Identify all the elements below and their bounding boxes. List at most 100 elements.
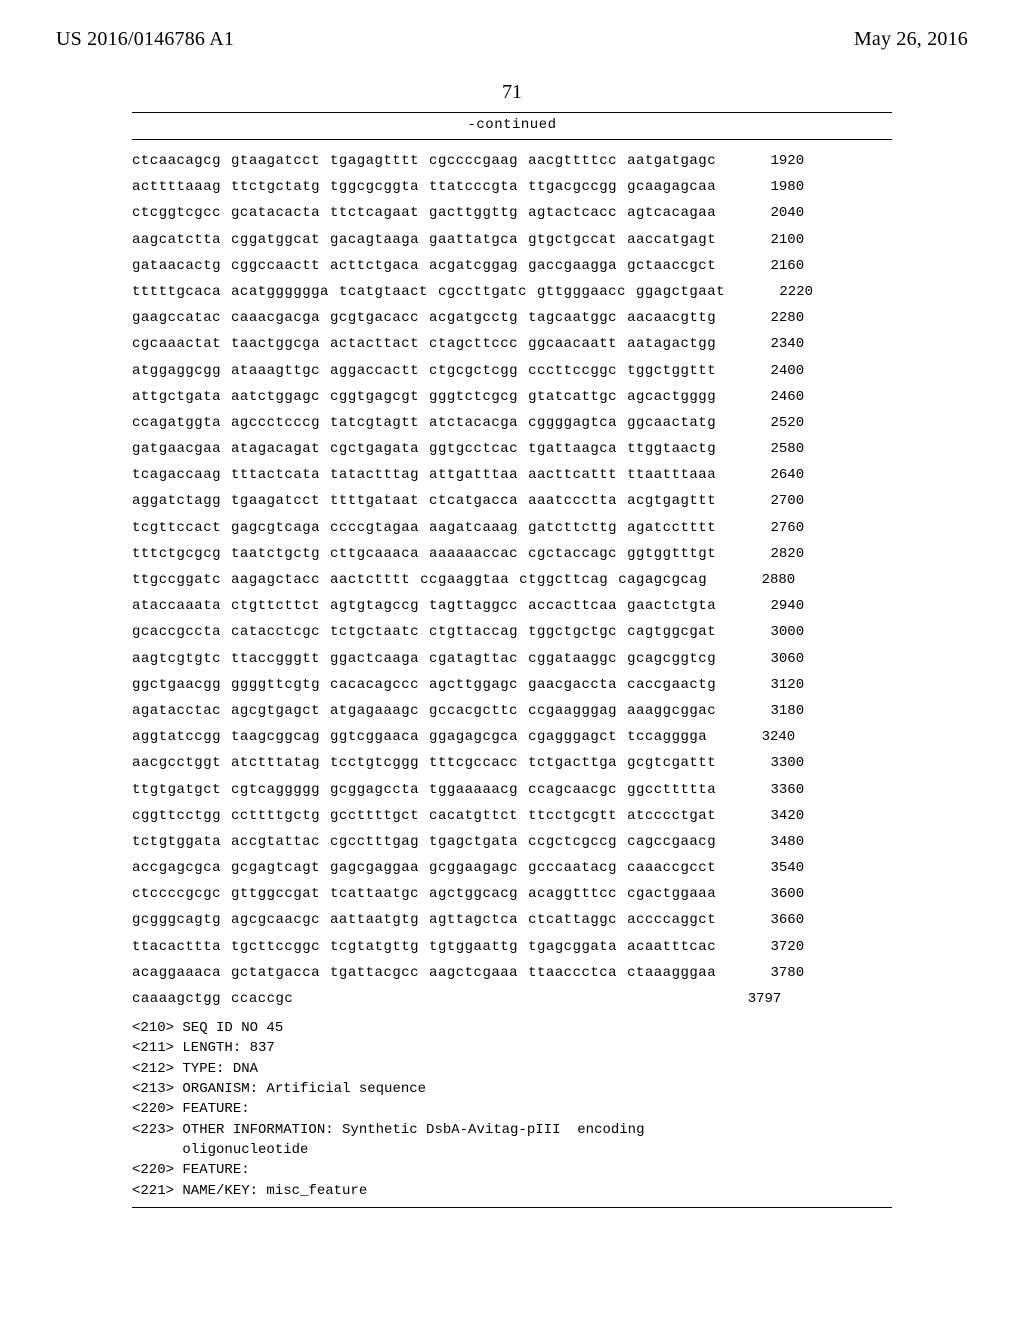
sequence-group: ttctcagaat	[330, 206, 419, 220]
sequence-groups: acttttaaagttctgctatgtggcgcggtattatcccgta…	[132, 180, 716, 194]
sequence-groups: aggtatccggtaagcggcagggtcggaacaggagagcgca…	[132, 730, 707, 744]
publication-date: May 26, 2016	[854, 28, 968, 51]
sequence-group: aacttcattt	[528, 468, 617, 482]
sequence-group: tttcgccacc	[429, 756, 518, 770]
sequence-group: ttaccgggtt	[231, 652, 320, 666]
sequence-group: tagttaggcc	[429, 599, 518, 613]
sequence-row: acttttaaagttctgctatgtggcgcggtattatcccgta…	[132, 180, 892, 194]
sequence-group: gcatacacta	[231, 206, 320, 220]
sequence-row: aggtatccggtaagcggcagggtcggaacaggagagcgca…	[132, 730, 892, 744]
sequence-position: 2640	[744, 468, 804, 482]
sequence-group: aactctttt	[330, 573, 410, 587]
sequence-group: cagagcgcag	[618, 573, 707, 587]
sequence-group: cggttcctgg	[132, 809, 221, 823]
sequence-group: ctgttaccag	[429, 625, 518, 639]
sequence-group: aaatccctta	[528, 494, 617, 508]
sequence-group: cgctgagata	[330, 442, 419, 456]
sequence-group: accgtattac	[231, 835, 320, 849]
sequence-group: tagcaatggc	[528, 311, 617, 325]
sequence-groups: acaggaaacagctatgaccatgattacgccaagctcgaaa…	[132, 966, 716, 980]
sequence-groups: aggatctaggtgaagatcctttttgataatctcatgacca…	[132, 494, 716, 508]
sequence-group: tgagcggata	[528, 940, 617, 954]
sequence-group: tatactttag	[330, 468, 419, 482]
header-row: US 2016/0146786 A1 May 26, 2016	[56, 28, 968, 51]
sequence-group: tgattaagca	[528, 442, 617, 456]
sequence-row: cggttcctggccttttgctggccttttgctcacatgttct…	[132, 809, 892, 823]
sequence-group: gaattatgca	[429, 233, 518, 247]
sequence-group: ccagcaacgc	[528, 783, 617, 797]
sequence-group: gaacgaccta	[528, 678, 617, 692]
sequence-row: ttgtgatgctcgtcaggggggcggagcctatggaaaaacg…	[132, 783, 892, 797]
sequence-group: cagtggcgat	[627, 625, 716, 639]
sequence-group: taatctgctg	[231, 547, 320, 561]
sequence-group: ctcatgacca	[429, 494, 518, 508]
sequence-position: 3300	[744, 756, 804, 770]
sequence-group: gcaccgccta	[132, 625, 221, 639]
sequence-group: tgagagtttt	[330, 154, 419, 168]
sequence-row: ttacactttatgcttccggctcgtatgttgtgtggaattg…	[132, 940, 892, 954]
sequence-group: ccgctcgccg	[528, 835, 617, 849]
publication-number: US 2016/0146786 A1	[56, 28, 234, 51]
sequence-group: cgtcaggggg	[231, 783, 320, 797]
sequence-position: 2340	[744, 337, 804, 351]
sequence-group: ttggtaactg	[627, 442, 716, 456]
sequence-group: aagctcgaaa	[429, 966, 518, 980]
sequence-group: atctacacga	[429, 416, 518, 430]
sequence-position: 1980	[744, 180, 804, 194]
sequence-group: acgatcggag	[429, 259, 518, 273]
sequence-group: tgagctgata	[429, 835, 518, 849]
sequence-row: gatgaacgaaatagacagatcgctgagataggtgcctcac…	[132, 442, 892, 456]
sequence-position: 3060	[744, 652, 804, 666]
sequence-group: ttaatttaaa	[627, 468, 716, 482]
sequence-group: tctgtggata	[132, 835, 221, 849]
sequence-group: acaatttcac	[627, 940, 716, 954]
sequence-group: ttcctgcgtt	[528, 809, 617, 823]
sequence-group: acaggtttcc	[528, 887, 617, 901]
sequence-groups: ctcggtcgccgcatacactattctcagaatgacttggttg…	[132, 206, 716, 220]
sequence-row: cgcaaactattaactggcgaactacttactctagcttccc…	[132, 337, 892, 351]
sequence-group: cgatagttac	[429, 652, 518, 666]
sequence-group: attgctgata	[132, 390, 221, 404]
sequence-group: cttgcaaaca	[330, 547, 419, 561]
sequence-group: aacgcctggt	[132, 756, 221, 770]
sequence-row: agatacctacagcgtgagctatgagaaagcgccacgcttc…	[132, 704, 892, 718]
sequence-row: tctgtggataaccgtattaccgcctttgagtgagctgata…	[132, 835, 892, 849]
sequence-group: taactggcga	[231, 337, 320, 351]
sequence-position: 2160	[744, 259, 804, 273]
sequence-group: gtaagatcct	[231, 154, 320, 168]
sequence-position: 2220	[753, 285, 813, 299]
sequence-groups: cgcaaactattaactggcgaactacttactctagcttccc…	[132, 337, 716, 351]
sequence-group: acttttaaag	[132, 180, 221, 194]
sequence-group: cggggagtca	[528, 416, 617, 430]
sequence-group: agcgcaacgc	[231, 913, 320, 927]
sequence-group: gcccaatacg	[528, 861, 617, 875]
sequence-group: aaaaaaccac	[429, 547, 518, 561]
sequence-group: gctatgacca	[231, 966, 320, 980]
sequence-groups: caaaagctggccaccgc	[132, 992, 293, 1006]
sequence-group: ccagatggta	[132, 416, 221, 430]
continued-label: -continued	[132, 115, 892, 137]
sequence-group: gatcttcttg	[528, 521, 617, 535]
sequence-position: 2520	[744, 416, 804, 430]
sequence-groups: ataccaaatactgttcttctagtgtagccgtagttaggcc…	[132, 599, 716, 613]
sequence-groups: tcgttccactgagcgtcagaccccgtagaaaagatcaaag…	[132, 521, 716, 535]
rule-top	[132, 112, 892, 113]
sequence-row: gcaccgcctacatacctcgctctgctaatcctgttaccag…	[132, 625, 892, 639]
rule-end	[132, 1207, 892, 1208]
sequence-position: 3180	[744, 704, 804, 718]
sequence-group: ttgacgccgg	[528, 180, 617, 194]
sequence-group: aaccatgagt	[627, 233, 716, 247]
sequence-group: atcccctgat	[627, 809, 716, 823]
sequence-position: 3360	[744, 783, 804, 797]
sequence-group: gaccgaagga	[528, 259, 617, 273]
sequence-group: ctgttcttct	[231, 599, 320, 613]
sequence-group: ccttttgctg	[231, 809, 320, 823]
sequence-group: ggactcaaga	[330, 652, 419, 666]
sequence-group: ttacacttta	[132, 940, 221, 954]
sequence-group: aggatctagg	[132, 494, 221, 508]
sequence-group: caaaagctgg	[132, 992, 221, 1006]
sequence-group: catacctcgc	[231, 625, 320, 639]
sequence-group: aacaacgttg	[627, 311, 716, 325]
sequence-group: ggtggtttgt	[627, 547, 716, 561]
sequence-group: gacttggttg	[429, 206, 518, 220]
